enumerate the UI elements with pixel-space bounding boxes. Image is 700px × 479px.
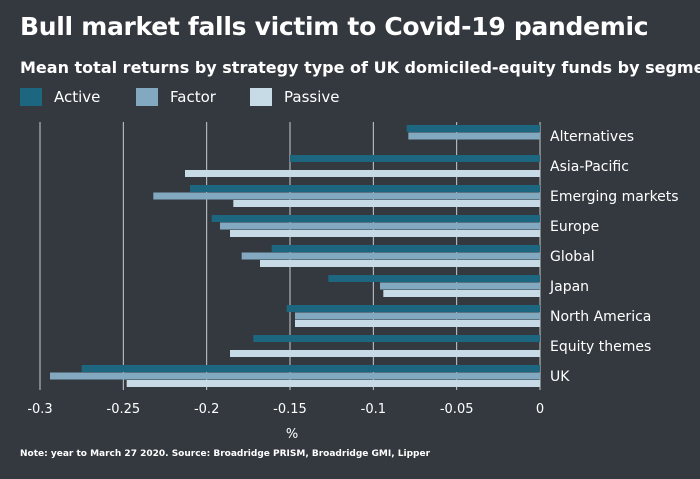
bar-active-europe	[211, 215, 540, 222]
legend-label-passive: Passive	[284, 88, 340, 106]
legend-item-factor: Factor	[136, 88, 216, 106]
bar-passive-asia-pacific	[185, 170, 540, 177]
bar-active-north-america	[286, 305, 540, 312]
x-tick-label-4: -0.1	[361, 402, 386, 417]
bar-passive-uk	[126, 380, 541, 387]
category-label-europe: Europe	[550, 219, 599, 235]
category-label-emerging-markets: Emerging markets	[550, 189, 679, 205]
x-tick-label-0: -0.3	[27, 402, 52, 417]
bar-active-uk	[81, 365, 541, 372]
bar-active-asia-pacific	[290, 155, 540, 162]
bar-active-japan	[328, 275, 540, 282]
bar-passive-north-america	[295, 320, 540, 327]
legend-label-factor: Factor	[170, 88, 216, 106]
legend-swatch-factor	[136, 88, 158, 106]
chart-subtitle: Mean total returns by strategy type of U…	[20, 58, 700, 77]
category-label-japan: Japan	[549, 279, 589, 295]
legend-item-active: Active	[20, 88, 100, 106]
bar-passive-global	[260, 260, 540, 267]
category-label-alternatives: Alternatives	[550, 129, 634, 145]
x-tick-label-3: -0.15	[273, 402, 307, 417]
category-label-north-america: North America	[550, 309, 651, 325]
bar-active-alternatives	[406, 125, 540, 132]
source-note: Note: year to March 27 2020. Source: Bro…	[20, 449, 431, 459]
bar-factor-emerging-markets	[153, 192, 541, 200]
bar-passive-japan	[383, 290, 540, 297]
bar-factor-japan	[380, 282, 540, 290]
bar-active-global	[271, 245, 540, 252]
bar-factor-uk	[50, 372, 540, 380]
bar-factor-global	[241, 252, 540, 260]
x-tick-label-1: -0.25	[107, 402, 141, 417]
bar-passive-emerging-markets	[233, 200, 541, 207]
category-label-global: Global	[550, 249, 595, 265]
bar-active-emerging-markets	[190, 185, 540, 192]
x-tick-label-6: 0	[536, 402, 544, 417]
bar-passive-equity-themes	[230, 350, 540, 357]
bar-active-equity-themes	[253, 335, 541, 342]
legend-swatch-active	[20, 88, 42, 106]
bar-passive-europe	[230, 230, 540, 237]
legend-item-passive: Passive	[250, 88, 339, 106]
bar-factor-europe	[220, 222, 540, 230]
x-tick-label-2: -0.2	[194, 402, 219, 417]
category-label-asia-pacific: Asia-Pacific	[550, 159, 629, 175]
category-label-uk: UK	[550, 369, 570, 385]
chart-title: Bull market falls victim to Covid-19 pan…	[20, 12, 649, 41]
x-tick-label-5: -0.05	[440, 402, 474, 417]
category-label-equity-themes: Equity themes	[550, 339, 651, 355]
legend-swatch-passive	[250, 88, 272, 106]
x-axis-label: %	[286, 427, 298, 442]
legend-label-active: Active	[54, 88, 101, 106]
bar-factor-north-america	[295, 312, 540, 320]
bar-factor-alternatives	[408, 132, 540, 140]
